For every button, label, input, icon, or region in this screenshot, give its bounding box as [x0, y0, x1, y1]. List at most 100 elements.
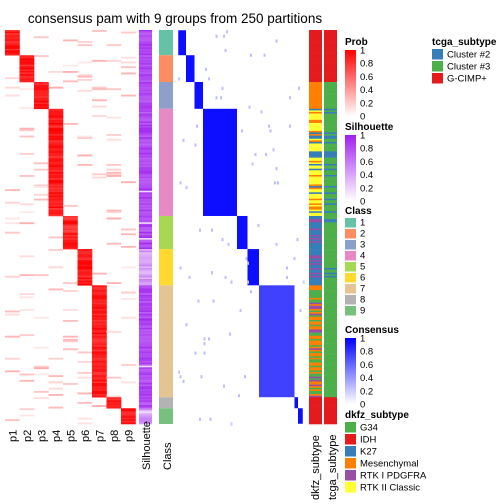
silhouette-cell [139, 195, 152, 198]
dkfz-subtype-cell [309, 148, 322, 151]
silhouette-cell [139, 316, 152, 319]
tcga-subtype-legend-title: tcga_subtype [432, 37, 497, 48]
prob-cell [77, 360, 93, 363]
silhouette-cell [139, 107, 152, 110]
silhouette-cell [139, 190, 152, 193]
prob-cell [48, 236, 64, 239]
silhouette-cell [139, 115, 152, 117]
dkfz-subtype-cell [309, 386, 322, 389]
legend-swatch [432, 49, 443, 60]
consensus-cell [254, 152, 257, 157]
prob-cell [48, 168, 64, 171]
prob-cell [63, 247, 78, 250]
legend-swatch [345, 422, 356, 433]
silhouette-cell [139, 151, 152, 154]
prob-cell [63, 204, 78, 207]
silhouette-cell [139, 130, 152, 133]
tcga-subtype-cell [324, 52, 337, 54]
dkfz-subtype-cell [309, 280, 322, 283]
dkfz-subtype-cell [309, 100, 322, 103]
silhouette-cell [139, 258, 152, 261]
silhouette-cell [139, 214, 152, 217]
tcga-subtype-cell [324, 78, 337, 81]
tcga-subtype-cell [324, 152, 337, 155]
silhouette-cell [139, 304, 152, 307]
dkfz-subtype-cell [309, 167, 322, 169]
tcga-subtype-cell [324, 247, 337, 250]
dkfz-subtype-cell [309, 324, 322, 327]
consensus-cell [274, 181, 276, 185]
silhouette-cell [139, 50, 152, 53]
silhouette-cell [139, 401, 152, 404]
prob-cell [92, 294, 107, 297]
silhouette-cell [139, 163, 152, 166]
tcga-subtype-cell [324, 116, 337, 119]
consensus-cell [185, 186, 188, 190]
tcga-subtype-cell [324, 291, 337, 294]
tcga-subtype-cell [324, 277, 337, 280]
silhouette-cell [139, 264, 152, 267]
prob-cell [92, 290, 107, 292]
prob-cell [5, 33, 20, 36]
prob-cell [19, 74, 35, 77]
prob-cell [34, 85, 49, 88]
silhouette-cell [139, 192, 152, 195]
tcga-subtype-cell [324, 305, 337, 308]
prob-cell [48, 129, 64, 132]
prob-cell [92, 88, 107, 91]
prob-cell [5, 34, 20, 37]
prob-cell [106, 88, 122, 91]
tcga-subtype-cell [324, 365, 337, 368]
tcga-subtype-cell [324, 236, 337, 239]
prob-cell [5, 45, 20, 48]
silhouette-cell [139, 403, 152, 406]
prob-cell [121, 419, 136, 422]
prob-cell [5, 189, 20, 192]
silhouette-cell [139, 231, 152, 234]
prob-cell [48, 209, 64, 212]
dkfz-subtype-cell [309, 34, 322, 37]
dkfz-subtype-cell [309, 159, 322, 162]
prob-cell [48, 151, 64, 154]
tcga-subtype-cell [324, 307, 337, 310]
prob-cell [5, 222, 20, 225]
tcga-subtype-cell [324, 56, 337, 59]
tcga-subtype-cell [324, 50, 337, 53]
consensus-cell [196, 124, 198, 128]
prob-cell [48, 192, 64, 195]
tcga-subtype-cell [324, 234, 337, 237]
dkfz-subtype-cell [309, 275, 322, 278]
prob-cell [34, 184, 49, 187]
prob-cell [48, 176, 64, 179]
prob-cell [48, 126, 64, 129]
prob-cell [63, 244, 78, 247]
prob-cell [92, 324, 107, 327]
silhouette-cell [139, 74, 152, 77]
silhouette-cell [139, 282, 152, 285]
legend-swatch [345, 306, 356, 316]
tcga-subtype-cell [324, 220, 337, 223]
consensus-cell [250, 53, 252, 57]
silhouette-cell [139, 378, 152, 381]
prob-cell [77, 261, 93, 264]
silhouette-cell [139, 326, 152, 329]
tcga-subtype-cell [324, 64, 337, 67]
tcga-subtype-cell [324, 143, 337, 146]
dkfz-subtype-cell [309, 122, 322, 125]
silhouette-cell [139, 171, 152, 174]
silhouette-cell [139, 338, 152, 341]
prob-cell [106, 134, 122, 136]
legend-item-label: G-CIMP+ [447, 74, 487, 85]
prob-cell [77, 264, 93, 267]
dkfz-subtype-annotation [309, 30, 322, 425]
prob-cell [63, 70, 78, 73]
dkfz-subtype-cell [309, 417, 322, 420]
prob-cell [92, 343, 107, 346]
tcga-subtype-cell [324, 294, 337, 297]
silhouette-cell [139, 337, 152, 340]
dkfz-subtype-cell [309, 340, 322, 343]
dkfz-subtype-cell [309, 135, 322, 138]
legend-item-label: 5 [360, 262, 365, 273]
tcga-subtype-cell [324, 392, 337, 395]
